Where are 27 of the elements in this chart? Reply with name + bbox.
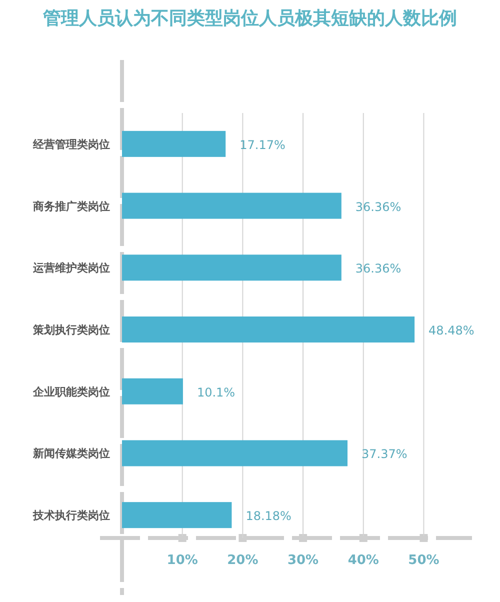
bar <box>122 502 232 528</box>
data-label: 37.37% <box>362 447 408 462</box>
data-label: 48.48% <box>428 324 474 338</box>
bar <box>122 254 342 281</box>
y-tick-label: 商务推广类岗位 <box>32 200 110 213</box>
chart-title: 管理人员认为不同类型岗位人员极其短缺的人数比例 <box>42 8 457 29</box>
y-tick-label: 策划执行类岗位 <box>32 324 110 336</box>
y-tick-label: 企业职能类岗位 <box>32 385 110 398</box>
x-tick-label: 40% <box>348 553 379 568</box>
bar <box>122 378 183 404</box>
data-label: 17.17% <box>240 138 286 152</box>
bar <box>122 440 348 466</box>
bar <box>122 316 415 342</box>
bar <box>122 130 226 157</box>
x-tick-label: 50% <box>408 553 440 568</box>
x-tick-label: 30% <box>287 553 319 568</box>
data-label: 10.1% <box>196 385 236 400</box>
y-tick-label: 经营管理类岗位 <box>32 138 110 151</box>
y-tick-label: 新闻传媒类岗位 <box>32 447 110 460</box>
data-label: 36.36% <box>355 262 402 276</box>
y-tick-label: 技术执行类岗位 <box>32 509 110 522</box>
bar <box>122 192 342 219</box>
y-tick-label: 运营维护类岗位 <box>32 262 110 275</box>
data-label: 36.36% <box>355 200 402 214</box>
x-tick-label: 20% <box>227 553 258 568</box>
x-tick-label: 10% <box>166 553 198 568</box>
data-label: 18.18% <box>246 509 292 524</box>
